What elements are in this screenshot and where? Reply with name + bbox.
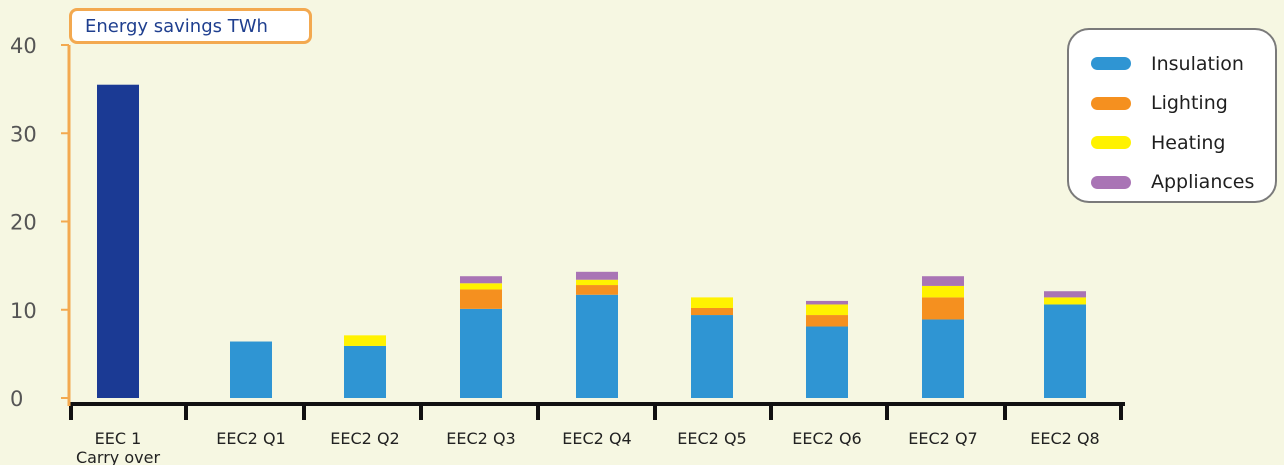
legend-item-insulation: Insulation	[1091, 44, 1275, 84]
y-tick-label: 30	[10, 122, 37, 146]
bar-segment-appliances	[460, 276, 502, 284]
bar-segment-heating	[1044, 297, 1086, 305]
bar-segment-insulation	[97, 84, 139, 399]
x-tick-label: EEC2 Q1	[216, 429, 285, 448]
legend-label: Insulation	[1151, 52, 1244, 75]
bar-segment-appliances	[576, 271, 618, 280]
legend-label: Lighting	[1151, 92, 1228, 115]
x-tick-label: EEC2 Q2	[330, 429, 399, 448]
bar-segment-insulation	[344, 345, 386, 398]
chart-title-text: Energy savings TWh	[85, 15, 268, 37]
bar-segment-heating	[460, 283, 502, 290]
chart-title: Energy savings TWh	[69, 8, 312, 44]
x-axis	[69, 402, 1125, 420]
bar-segment-lighting	[576, 285, 618, 295]
bar-segment-heating	[922, 285, 964, 298]
bar-segment-insulation	[1044, 304, 1086, 398]
legend-swatch	[1091, 57, 1131, 71]
y-tick-label: 10	[10, 299, 37, 323]
bar-segment-insulation	[576, 294, 618, 398]
y-tick-label: 0	[10, 387, 23, 411]
bar-segment-lighting	[922, 297, 964, 320]
x-tick-label: EEC2 Q5	[677, 429, 746, 448]
x-tick-label: Carry over	[76, 448, 161, 465]
bar-segment-appliances	[1044, 291, 1086, 298]
bar-segment-lighting	[691, 307, 733, 316]
x-tick-label: EEC2 Q4	[562, 429, 631, 448]
bar-segment-heating	[576, 279, 618, 286]
bar-segment-appliances	[806, 300, 848, 305]
legend-item-lighting: Lighting	[1091, 84, 1275, 124]
bar-segment-insulation	[691, 315, 733, 398]
bar-segment-appliances	[922, 276, 964, 286]
legend-item-appliances: Appliances	[1091, 163, 1275, 203]
legend-swatch	[1091, 136, 1131, 150]
legend-item-heating: Heating	[1091, 123, 1275, 163]
x-tick-label: EEC2 Q3	[446, 429, 515, 448]
legend-swatch	[1091, 96, 1131, 110]
bar-segment-lighting	[806, 315, 848, 327]
bar-segment-insulation	[806, 326, 848, 398]
x-tick-label: EEC2 Q7	[908, 429, 977, 448]
bar-segment-heating	[344, 335, 386, 346]
y-tick-label: 20	[10, 211, 37, 235]
legend-label: Appliances	[1151, 171, 1255, 194]
bars	[97, 84, 1086, 399]
y-tick-label: 40	[10, 34, 37, 58]
x-tick-label: EEC2 Q8	[1030, 429, 1099, 448]
legend-swatch	[1091, 175, 1131, 189]
x-tick-label: EEC 1	[95, 429, 142, 448]
x-tick-label: EEC2 Q6	[792, 429, 861, 448]
bar-segment-heating	[691, 297, 733, 308]
y-axis-ticks: 0 10 20 30 40	[10, 34, 69, 411]
bar-segment-insulation	[922, 319, 964, 398]
legend: Insulation Lighting Heating Appliances	[1067, 28, 1277, 203]
bar-segment-lighting	[460, 289, 502, 309]
bar-segment-insulation	[230, 341, 272, 398]
bar-segment-insulation	[460, 308, 502, 398]
legend-label: Heating	[1151, 131, 1226, 154]
bar-segment-heating	[806, 304, 848, 316]
